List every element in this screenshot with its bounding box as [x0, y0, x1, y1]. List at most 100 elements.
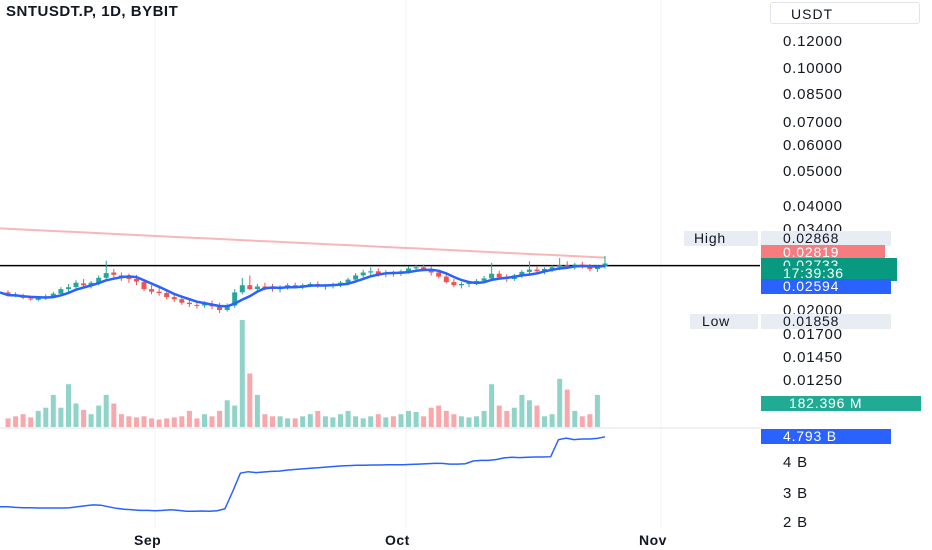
volume-bar	[149, 418, 155, 427]
price-axis-label: 0.04000	[783, 198, 843, 215]
candle-body	[254, 286, 260, 290]
candle-body	[458, 284, 464, 286]
candle-body	[194, 304, 200, 306]
high-label: High	[684, 231, 758, 246]
volume-bar	[111, 403, 117, 427]
volume-bar	[375, 414, 381, 427]
candle-body	[156, 291, 162, 293]
candle-body	[111, 272, 117, 275]
candle-body	[141, 282, 147, 290]
volume-bar	[88, 414, 94, 427]
volume-bar	[398, 414, 404, 427]
volume-bar	[118, 414, 124, 427]
blue-ma-tag: 0.02594	[761, 279, 891, 294]
volume-bar	[587, 414, 593, 427]
candle-body	[202, 304, 207, 306]
volume-bar	[406, 410, 411, 427]
volume-bar	[58, 407, 64, 427]
candle-body	[587, 266, 593, 270]
candle-body	[353, 275, 359, 280]
volume-bar	[322, 416, 328, 427]
volume-bar	[526, 400, 532, 428]
volume-bar	[390, 416, 396, 427]
candle-body	[557, 265, 563, 268]
candle-body	[5, 292, 11, 296]
volume-bar	[35, 410, 41, 427]
candle-body	[171, 297, 177, 300]
volume-bar	[542, 416, 547, 427]
volume-bar	[451, 414, 457, 427]
long-ma-path	[0, 227, 606, 259]
volume-bar	[383, 417, 389, 427]
volume-bar	[194, 418, 200, 427]
volume-bar	[66, 384, 71, 427]
volume-bar	[421, 416, 427, 427]
candle-body	[451, 282, 457, 286]
volume-bar	[300, 416, 306, 427]
volume-bar	[345, 410, 351, 427]
candle-body	[292, 285, 298, 287]
candle-body	[164, 293, 170, 298]
price-axis-label: 0.12000	[783, 33, 843, 50]
volume-bar	[262, 414, 268, 427]
volume-bar	[217, 410, 223, 427]
candle-body	[149, 289, 155, 292]
volume-bar	[171, 417, 177, 427]
candle-body	[126, 277, 132, 279]
volume-bar	[330, 417, 336, 427]
short-ma-path	[0, 264, 606, 308]
volume-bar	[179, 416, 185, 427]
price-axis-label: 0.05000	[783, 163, 843, 180]
volume-bar	[239, 320, 245, 427]
candle-body	[375, 271, 381, 275]
volume-bar	[28, 417, 34, 427]
currency-selector[interactable]: USDT	[770, 2, 920, 24]
candlestick-series	[5, 255, 608, 314]
volume-bar	[73, 403, 79, 427]
volume-bar	[285, 418, 291, 427]
volume-bar	[202, 414, 207, 427]
long-moving-average	[0, 227, 606, 259]
volume-bar	[511, 407, 517, 427]
volume-bar	[141, 416, 147, 427]
volume-bar	[315, 410, 321, 427]
volume-bar	[489, 384, 495, 427]
candle-body	[368, 271, 374, 273]
candle-body	[232, 292, 238, 306]
volume-bar	[307, 414, 313, 427]
candle-body	[28, 298, 34, 300]
volume-bar	[224, 400, 230, 428]
volume-bar	[579, 416, 585, 427]
indicator-axis-label: 4 B	[783, 454, 808, 471]
volume-bar	[572, 410, 578, 427]
candle-body	[360, 272, 366, 276]
volume-bar	[254, 394, 260, 427]
candle-body	[186, 302, 192, 305]
volume-bar	[594, 394, 600, 427]
low-label: Low	[690, 314, 758, 329]
time-axis-label: Nov	[639, 532, 667, 548]
candle-body	[519, 271, 525, 276]
volume-bar	[534, 405, 540, 427]
volume-bar	[126, 416, 132, 427]
candle-body	[345, 279, 351, 283]
symbol-title[interactable]: SNTUSDT.P, 1D, BYBIT	[6, 3, 179, 20]
volume-bar	[13, 416, 19, 427]
indicator-value-tag: 4.793 B	[761, 429, 891, 444]
candle-body	[436, 272, 442, 277]
volume-bar	[186, 410, 192, 427]
short-moving-average	[0, 264, 606, 308]
volume-bar	[164, 418, 170, 427]
volume-tag: 182.396 M	[761, 396, 921, 411]
volume-bar	[564, 389, 570, 427]
high-value: 0.02868	[761, 231, 891, 246]
candle-body	[66, 287, 71, 290]
volume-bar	[209, 416, 215, 427]
volume-bar	[292, 418, 298, 427]
candle-body	[81, 283, 87, 286]
time-axis-label: Sep	[134, 532, 162, 548]
volume-bar	[428, 407, 434, 427]
volume-bar	[481, 410, 487, 427]
indicator-axis-label: 3 B	[783, 485, 808, 502]
